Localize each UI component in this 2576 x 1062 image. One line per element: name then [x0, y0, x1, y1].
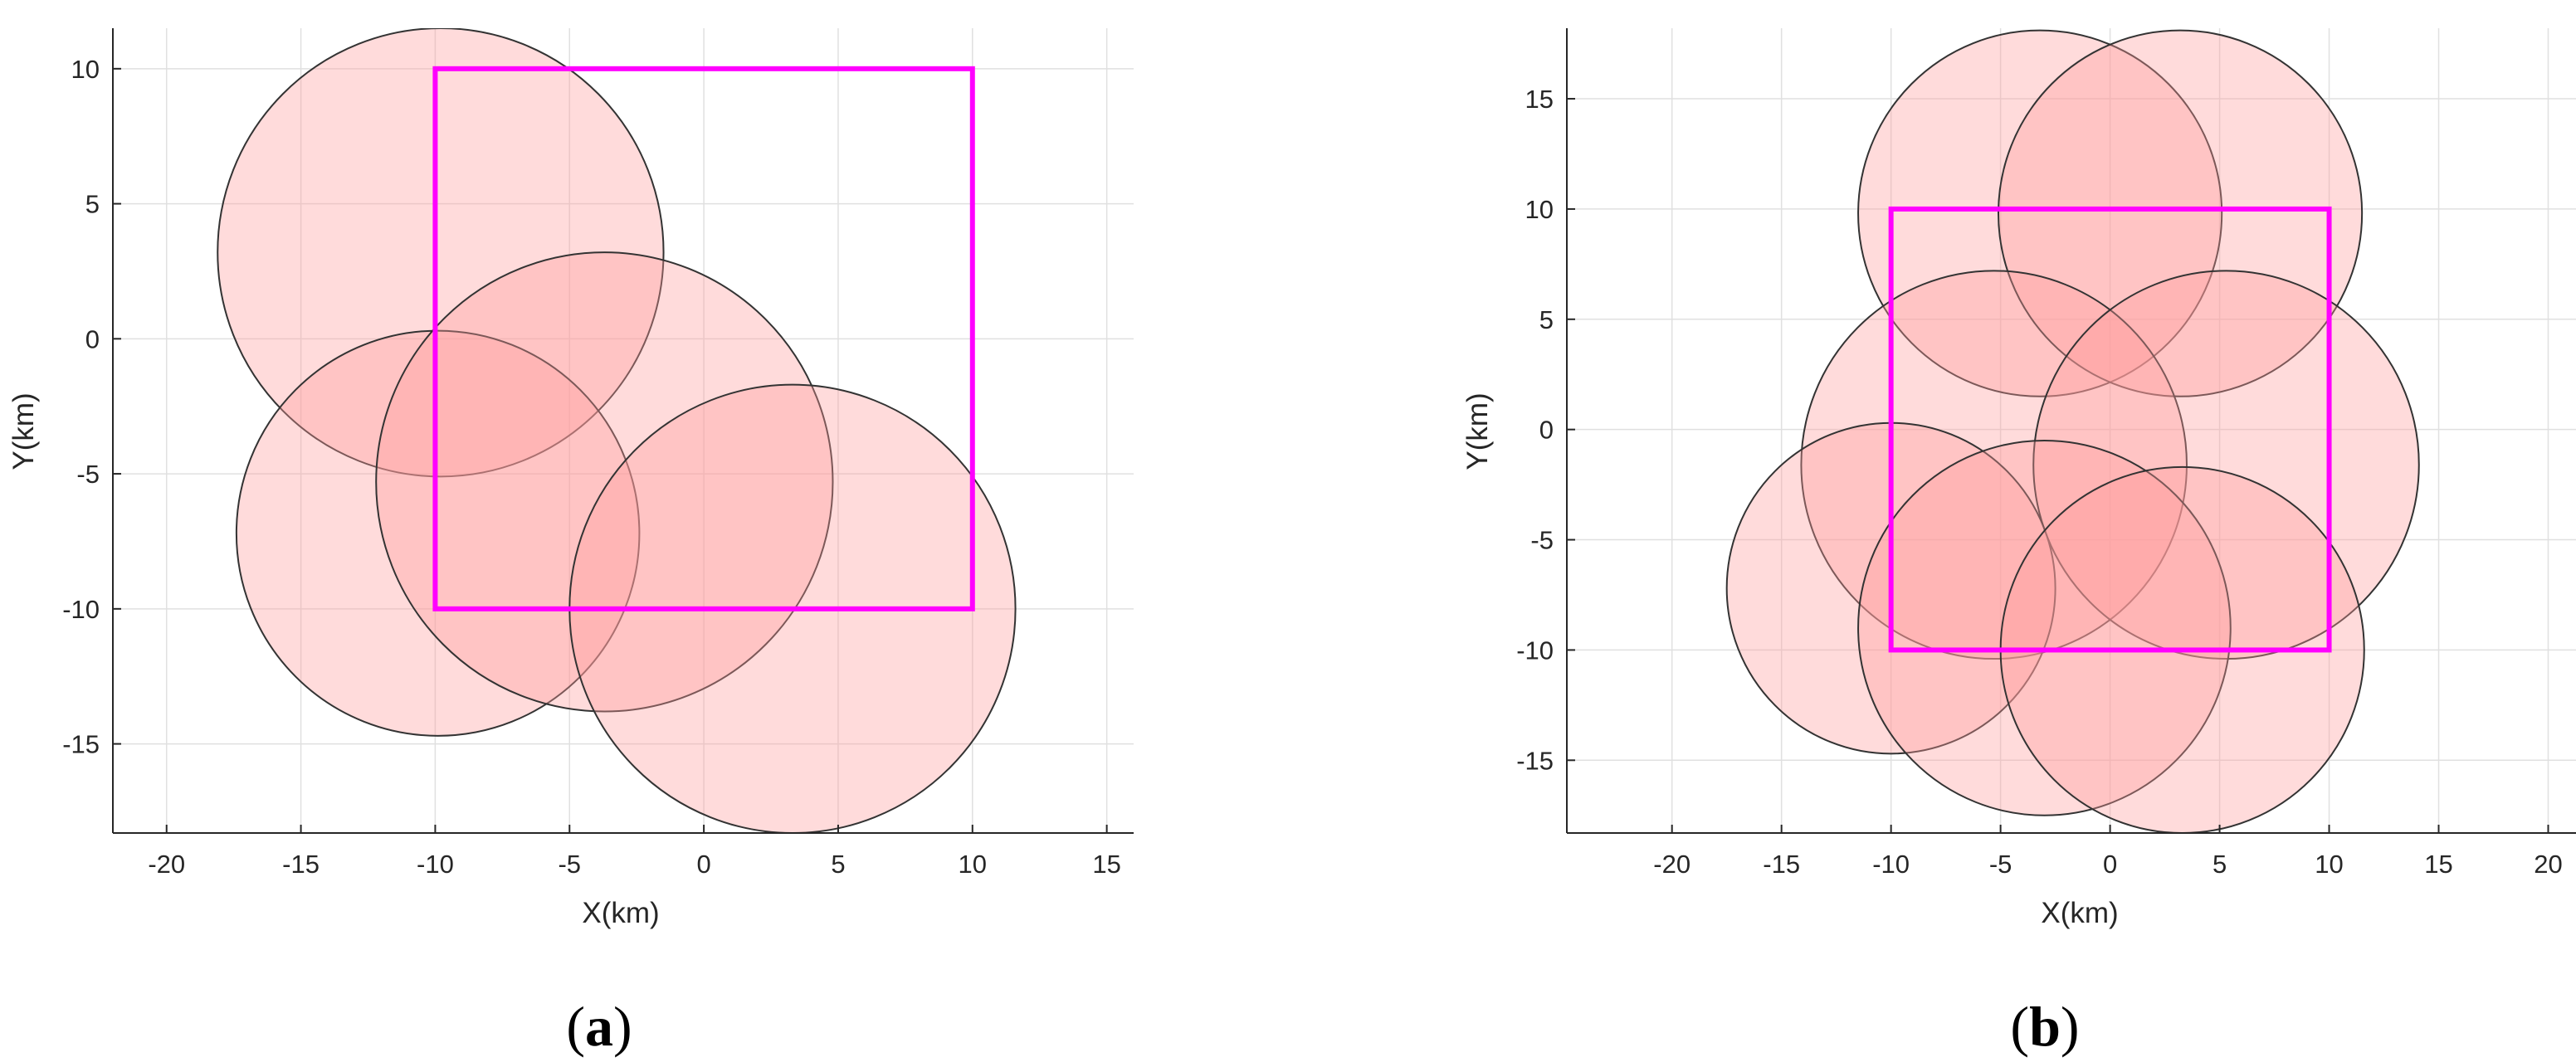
- boundary-square-rect-b: [1888, 206, 2332, 653]
- grid-b: [1567, 28, 2576, 833]
- y-tick-label-a: -15: [62, 730, 100, 759]
- y-tick-label-b: 15: [1525, 85, 1554, 114]
- coverage-circle-b-3: [1800, 270, 2188, 660]
- x-axis-label-a: X(km): [582, 897, 659, 929]
- x-tick-label-a: 15: [1092, 850, 1120, 879]
- y-tick-label-a: 5: [85, 190, 100, 219]
- y-tick-label-a: -5: [76, 460, 100, 489]
- axes-b: [1566, 28, 2576, 834]
- y-tick-label-b: 5: [1539, 305, 1554, 334]
- circles-a: [217, 28, 1017, 833]
- y-tick-label-b: 10: [1525, 195, 1554, 224]
- x-tick-label-b: 10: [2315, 850, 2343, 879]
- coverage-circle-b-2: [1997, 29, 2364, 397]
- x-tick-label-b: 5: [2213, 850, 2227, 879]
- y-tick-label-b: -5: [1530, 526, 1554, 555]
- y-tick-label-b: -15: [1516, 746, 1554, 775]
- y-axis-label-b: Y(km): [1461, 392, 1494, 470]
- y-tick-label-b: -10: [1516, 636, 1554, 665]
- tick-labels-b: -20 -15 -10 -5 0 5 10 15 20 -15 -10 -5 0 5 10 15: [1516, 85, 2563, 879]
- y-tick-label-a: 10: [71, 55, 100, 84]
- y-tick-label-a: 0: [85, 324, 100, 353]
- x-tick-label-a: -15: [282, 850, 320, 879]
- x-tick-label-b: 15: [2424, 850, 2452, 879]
- panel-label-a-letter: a: [585, 995, 613, 1058]
- boundary-square-b: [1888, 206, 2332, 653]
- coverage-circle-b-6: [1857, 439, 2232, 816]
- y-tick-label-b: 0: [1539, 416, 1554, 445]
- y-tick-label-a: -10: [62, 595, 100, 624]
- x-tick-label-a: -20: [148, 850, 185, 879]
- x-tick-label-b: -15: [1763, 850, 1800, 879]
- panel-label-a: (a): [566, 995, 632, 1058]
- boundary-square-rect-a: [432, 66, 975, 611]
- coverage-circle-a-2: [235, 329, 641, 737]
- x-tick-label-a: 10: [959, 850, 987, 879]
- axes-a: [112, 28, 1134, 834]
- x-axis-label-b: X(km): [2041, 897, 2118, 929]
- coverage-circle-b-1: [1857, 29, 2223, 397]
- x-tick-label-a: 5: [831, 850, 845, 879]
- x-tick-label-b: -20: [1653, 850, 1690, 879]
- y-axis-label-a: Y(km): [7, 392, 40, 470]
- panel-label-b: (b): [2010, 995, 2079, 1058]
- x-tick-label-a: -5: [558, 850, 581, 879]
- x-tick-label-a: 0: [696, 850, 710, 879]
- x-tick-label-b: -10: [1872, 850, 1910, 879]
- panel-a: -20 -15 -10 -5 0 5 10 15 -15 -10 -5 0 5 10 X(km) Y(km…: [7, 28, 1134, 1058]
- panel-label-b-letter: b: [2029, 995, 2061, 1058]
- tick-labels-a: -20 -15 -10 -5 0 5 10 15 -15 -10 -5 0 5 10: [62, 55, 1121, 879]
- coverage-circle-b-4: [2032, 270, 2420, 660]
- coverage-circle-a-3: [375, 251, 834, 713]
- x-tick-label-b: -5: [1989, 850, 2013, 879]
- x-tick-label-b: 20: [2534, 850, 2562, 879]
- coverage-circle-a-1: [217, 28, 665, 478]
- x-tick-label-b: 0: [2103, 850, 2117, 879]
- circles-b: [1725, 29, 2420, 833]
- x-tick-label-a: -10: [417, 850, 454, 879]
- boundary-square-a: [432, 66, 975, 611]
